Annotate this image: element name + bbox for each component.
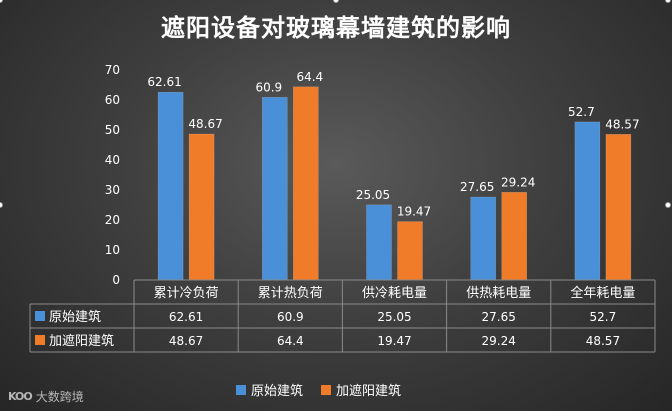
bar-series-2: [501, 192, 527, 281]
table-cell: 48.67: [169, 334, 203, 348]
category-label: 累计冷负荷: [154, 286, 219, 301]
table-legend-key-series-1: [35, 311, 45, 321]
table-cell: 62.61: [169, 310, 203, 324]
y-tick-label: 40: [105, 153, 120, 167]
table-cell: 19.47: [377, 334, 411, 348]
y-tick-label: 10: [105, 243, 120, 257]
table-legend-key-series-2: [35, 335, 45, 345]
table-cell: 60.9: [277, 310, 304, 324]
category-label: 累计热负荷: [258, 286, 323, 301]
right-resize-handle[interactable]: [665, 202, 671, 208]
category-label: 全年耗电量: [570, 285, 635, 301]
top-left-resize-handle[interactable]: [0, 0, 3, 3]
table-cell: 64.4: [277, 334, 304, 348]
bar-series-1: [470, 196, 496, 281]
data-label: 25.05: [356, 188, 390, 202]
y-tick-label: 20: [105, 213, 120, 227]
top-right-resize-handle[interactable]: [665, 0, 671, 3]
bar-series-1: [574, 121, 601, 281]
data-label: 27.65: [460, 180, 494, 194]
table-series-name: 加遮阳建筑: [49, 333, 114, 349]
legend-item-series-1: 原始建筑: [236, 380, 303, 399]
watermark-logo: KOO: [8, 390, 33, 403]
data-label: 19.47: [397, 205, 431, 219]
bar-series-1: [262, 97, 288, 281]
y-tick-label: 50: [105, 123, 120, 137]
data-label: 62.61: [147, 75, 181, 89]
category-label: 供热耗电量: [466, 286, 531, 301]
table-cell: 27.65: [482, 310, 516, 324]
data-label: 64.4: [296, 70, 323, 84]
data-label: 60.9: [255, 80, 282, 94]
bar-series-1: [157, 91, 184, 281]
data-label: 48.57: [605, 117, 639, 131]
data-label: 52.7: [568, 105, 595, 119]
legend-label-series-2: 加遮阳建筑: [336, 384, 402, 399]
bar-series-2: [188, 133, 215, 281]
bar-series-2: [397, 221, 423, 281]
table-cell: 48.57: [586, 334, 620, 348]
bar-series-2: [605, 134, 632, 281]
y-tick-label: 0: [112, 273, 120, 287]
watermark: KOO 大数跨境: [8, 388, 84, 405]
y-tick-label: 30: [105, 183, 120, 197]
legend-swatch-series-2: [321, 384, 332, 395]
chart-legend: 原始建筑 加遮阳建筑: [236, 380, 419, 399]
y-tick-label: 70: [105, 63, 120, 77]
y-tick-label: 60: [105, 93, 120, 107]
legend-label-series-1: 原始建筑: [251, 384, 304, 399]
category-label: 供冷耗电量: [362, 286, 427, 301]
data-label: 48.67: [188, 117, 222, 131]
bar-series-1: [366, 204, 392, 281]
legend-swatch-series-1: [236, 384, 246, 395]
top-center-resize-handle[interactable]: [333, 0, 339, 3]
table-cell: 29.24: [482, 334, 516, 348]
left-resize-handle[interactable]: [0, 202, 3, 208]
table-cell: 25.05: [377, 310, 411, 324]
watermark-text: 大数跨境: [35, 390, 84, 404]
table-series-name: 原始建筑: [49, 309, 101, 325]
legend-item-series-2: 加遮阳建筑: [321, 380, 401, 399]
data-label: 29.24: [501, 175, 535, 189]
table-cell: 52.7: [590, 310, 617, 324]
bar-series-2: [293, 86, 319, 281]
chart-title: 遮阳设备对玻璃幕墙建筑的影响: [161, 13, 511, 42]
